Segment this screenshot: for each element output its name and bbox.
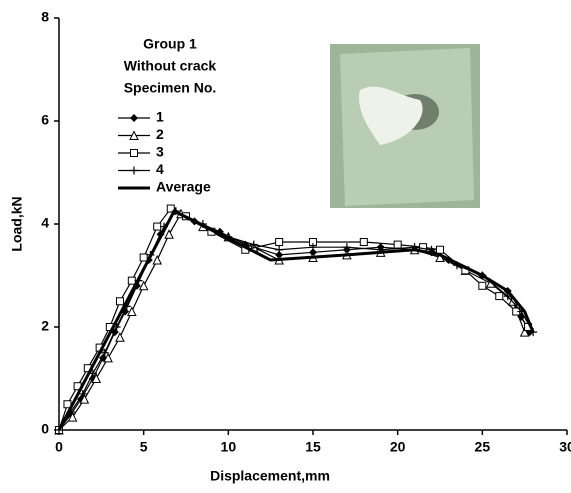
point-marker — [359, 238, 368, 247]
legend-label: Average — [156, 179, 211, 195]
x-tick-label: 0 — [55, 439, 63, 455]
point-marker — [166, 204, 175, 213]
y-tick-label: 8 — [41, 9, 49, 25]
legend-label: 3 — [156, 144, 164, 160]
series-line — [58, 207, 529, 431]
legend-marker — [129, 130, 139, 140]
point-marker — [153, 222, 162, 231]
point-marker — [393, 240, 402, 249]
y-tick-label: 6 — [41, 112, 49, 128]
x-tick-label: 15 — [305, 439, 321, 455]
legend-marker — [130, 166, 138, 175]
series-line — [58, 210, 534, 431]
point-marker — [115, 297, 124, 306]
point-marker — [309, 248, 317, 257]
point-marker — [67, 412, 78, 422]
legend-label: 4 — [156, 161, 164, 177]
point-marker — [152, 254, 163, 265]
y-tick-label: 4 — [41, 215, 49, 231]
x-tick-label: 5 — [140, 439, 148, 455]
legend-marker — [130, 114, 138, 122]
photo-inset — [330, 44, 480, 208]
legend-marker — [130, 149, 138, 157]
legend-title: Group 1 — [143, 36, 197, 52]
y-axis-title: Load,kN — [9, 196, 25, 251]
legend-label: 2 — [156, 126, 164, 142]
point-marker — [79, 393, 90, 404]
point-marker — [138, 280, 149, 291]
point-marker — [342, 243, 351, 252]
point-marker — [436, 245, 444, 254]
point-marker — [249, 240, 258, 249]
point-marker — [275, 238, 284, 247]
legend-title: Specimen No. — [124, 80, 217, 96]
legend-title: Without crack — [124, 58, 217, 74]
x-tick-label: 25 — [475, 439, 491, 455]
x-tick-label: 30 — [559, 439, 571, 455]
y-tick-label: 0 — [41, 421, 49, 437]
x-tick-label: 10 — [221, 439, 237, 455]
point-marker — [139, 253, 148, 262]
point-marker — [519, 327, 530, 337]
x-axis-title: Displacement,mm — [210, 468, 330, 484]
x-tick-label: 20 — [390, 439, 406, 455]
point-marker — [78, 389, 87, 398]
point-marker — [115, 332, 125, 342]
series-line — [57, 209, 535, 431]
point-marker — [127, 276, 136, 285]
point-marker — [309, 243, 317, 252]
point-marker — [91, 373, 102, 383]
legend-label: 1 — [156, 109, 164, 125]
y-tick-label: 2 — [41, 318, 49, 334]
photo-fibers — [359, 86, 423, 145]
point-marker — [164, 229, 174, 239]
point-marker — [127, 306, 137, 317]
series-line — [58, 210, 531, 431]
point-marker — [495, 292, 504, 301]
point-marker — [103, 352, 113, 363]
point-marker — [275, 245, 284, 254]
point-marker — [478, 281, 487, 290]
point-marker — [100, 348, 109, 357]
point-marker — [275, 250, 284, 259]
series-line — [58, 213, 526, 431]
